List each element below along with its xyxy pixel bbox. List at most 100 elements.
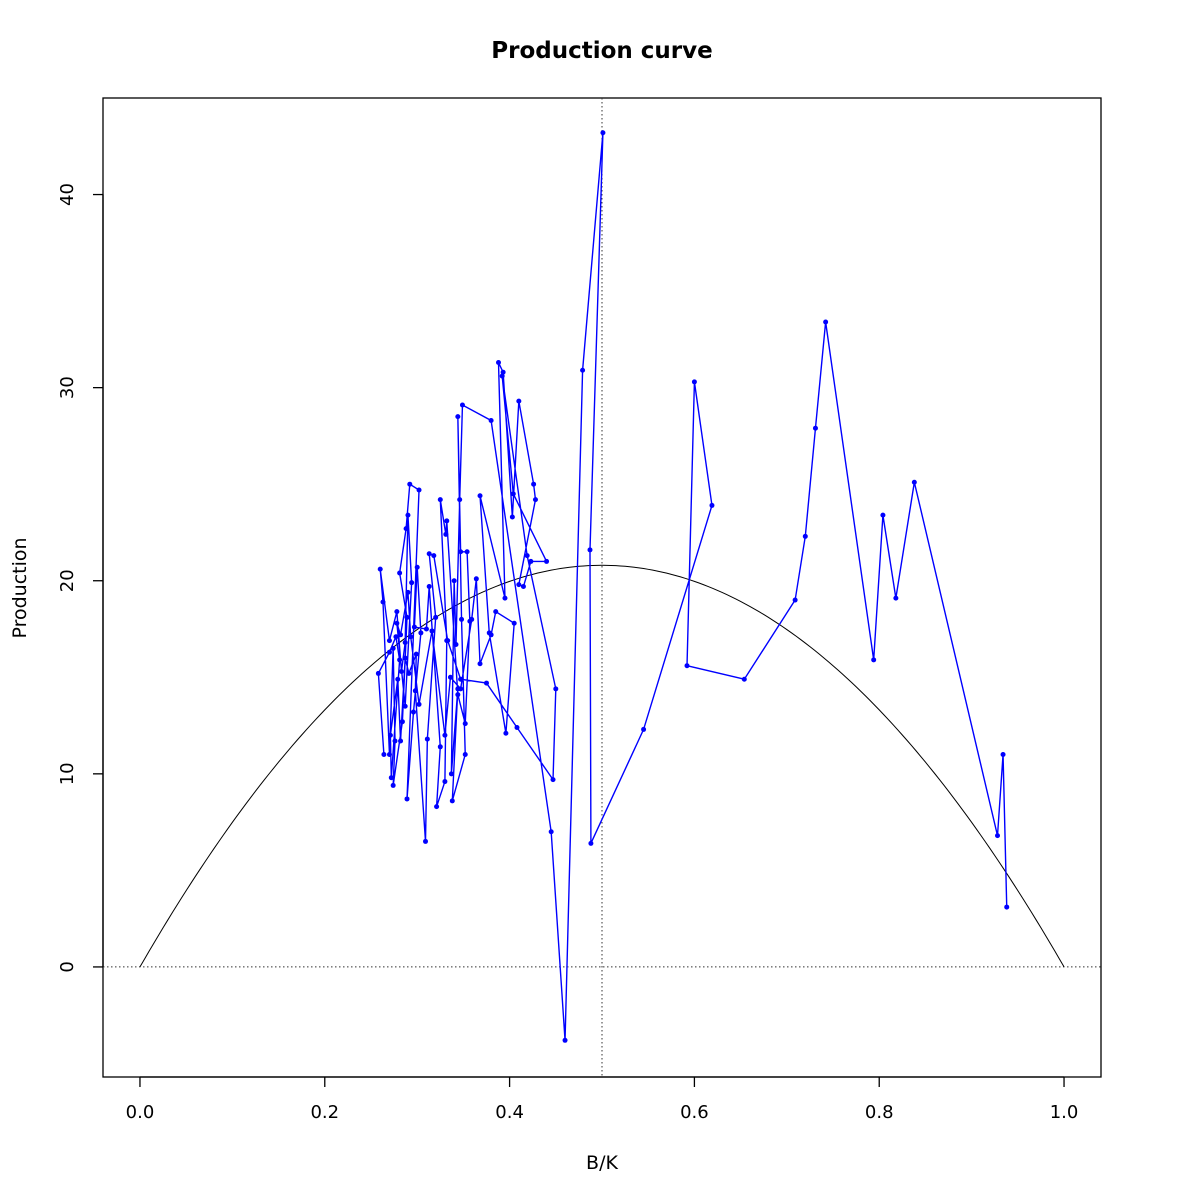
series-point	[502, 595, 508, 601]
series-point	[462, 721, 468, 727]
series-point	[477, 661, 483, 667]
y-tick-label: 30	[57, 376, 78, 399]
series-point	[409, 580, 415, 586]
series-point	[451, 578, 457, 584]
series-point	[641, 726, 647, 732]
series-point	[388, 775, 394, 781]
series-point	[600, 130, 606, 136]
series-point	[509, 514, 515, 520]
series-point	[390, 782, 396, 788]
series-point	[893, 595, 899, 601]
series-point	[580, 367, 586, 373]
series-point	[587, 547, 593, 553]
series-point	[426, 551, 432, 557]
series-point	[386, 638, 392, 644]
series-point	[544, 558, 550, 564]
series-point	[588, 840, 594, 846]
series-point	[473, 576, 479, 582]
series-point	[412, 688, 418, 694]
series-point	[449, 798, 455, 804]
series-point	[387, 732, 393, 738]
series-point	[802, 533, 808, 539]
series-point	[483, 680, 489, 686]
y-tick-label: 40	[57, 183, 78, 206]
series-point	[394, 620, 400, 626]
x-axis: 0.0 0.2 0.4 0.6 0.8 1.0	[126, 1076, 1079, 1123]
y-axis-label: Production	[9, 537, 31, 638]
series-point	[510, 491, 516, 497]
x-axis-label: B/K	[586, 1152, 618, 1174]
series-point	[691, 379, 697, 385]
x-tick-label: 0.0	[126, 1102, 155, 1123]
series-point	[871, 657, 877, 663]
series-point	[550, 777, 556, 783]
plot-area	[102, 97, 1102, 1078]
series-point	[458, 549, 464, 555]
series-point	[398, 738, 404, 744]
series-point	[462, 752, 468, 758]
series-point	[377, 566, 383, 572]
series-point	[447, 674, 453, 680]
series-point	[406, 670, 412, 676]
series-point	[514, 725, 520, 730]
y-tick-label: 0	[57, 961, 78, 972]
series-point	[423, 838, 428, 844]
x-tick-label: 0.6	[680, 1102, 709, 1123]
production-model-curve	[139, 564, 1065, 968]
x-tick-label: 0.4	[495, 1102, 524, 1123]
series-point	[880, 512, 886, 518]
series-point	[424, 736, 430, 742]
series-point	[499, 373, 505, 379]
series-point	[398, 632, 404, 638]
series-point	[553, 686, 559, 692]
series-point	[455, 692, 461, 698]
series-point	[496, 360, 501, 366]
series-point	[455, 414, 461, 420]
series-point	[532, 497, 538, 503]
series-point	[386, 752, 392, 758]
series-point	[404, 614, 410, 620]
series-point	[423, 626, 429, 632]
series-point	[500, 369, 506, 375]
series-point	[426, 584, 432, 590]
series-point	[1004, 904, 1010, 910]
series-point	[381, 752, 387, 758]
x-tick-label: 1.0	[1050, 1102, 1079, 1123]
series-point	[375, 670, 381, 676]
series-point	[443, 531, 449, 537]
series-point	[402, 703, 408, 709]
series-point	[416, 701, 422, 707]
series-point	[392, 738, 398, 744]
series-point	[399, 719, 405, 725]
series-point	[397, 657, 403, 663]
series-point	[520, 584, 526, 590]
series-point	[511, 620, 517, 626]
series-point	[390, 645, 396, 651]
series-point	[405, 512, 411, 518]
series-point	[458, 686, 464, 692]
series-point	[394, 609, 400, 615]
series-point	[457, 497, 463, 503]
series-point	[528, 558, 534, 564]
series-point	[516, 398, 522, 404]
series-point	[684, 663, 690, 669]
series-point	[411, 624, 417, 630]
x-tick-label: 0.8	[865, 1102, 894, 1123]
y-tick-label: 20	[57, 569, 78, 592]
series-point	[437, 744, 443, 750]
series-point	[488, 417, 494, 423]
series-point	[448, 771, 454, 777]
series-point	[493, 609, 499, 615]
series-point	[548, 829, 554, 835]
series-line	[377, 132, 1008, 1041]
series-point	[413, 651, 419, 657]
series-point	[995, 833, 1000, 839]
series-point	[433, 614, 439, 620]
x-tick-label: 0.2	[310, 1102, 339, 1123]
series-point	[444, 518, 450, 524]
series-point	[812, 425, 818, 431]
series-point	[431, 553, 437, 559]
series-point	[503, 730, 509, 736]
